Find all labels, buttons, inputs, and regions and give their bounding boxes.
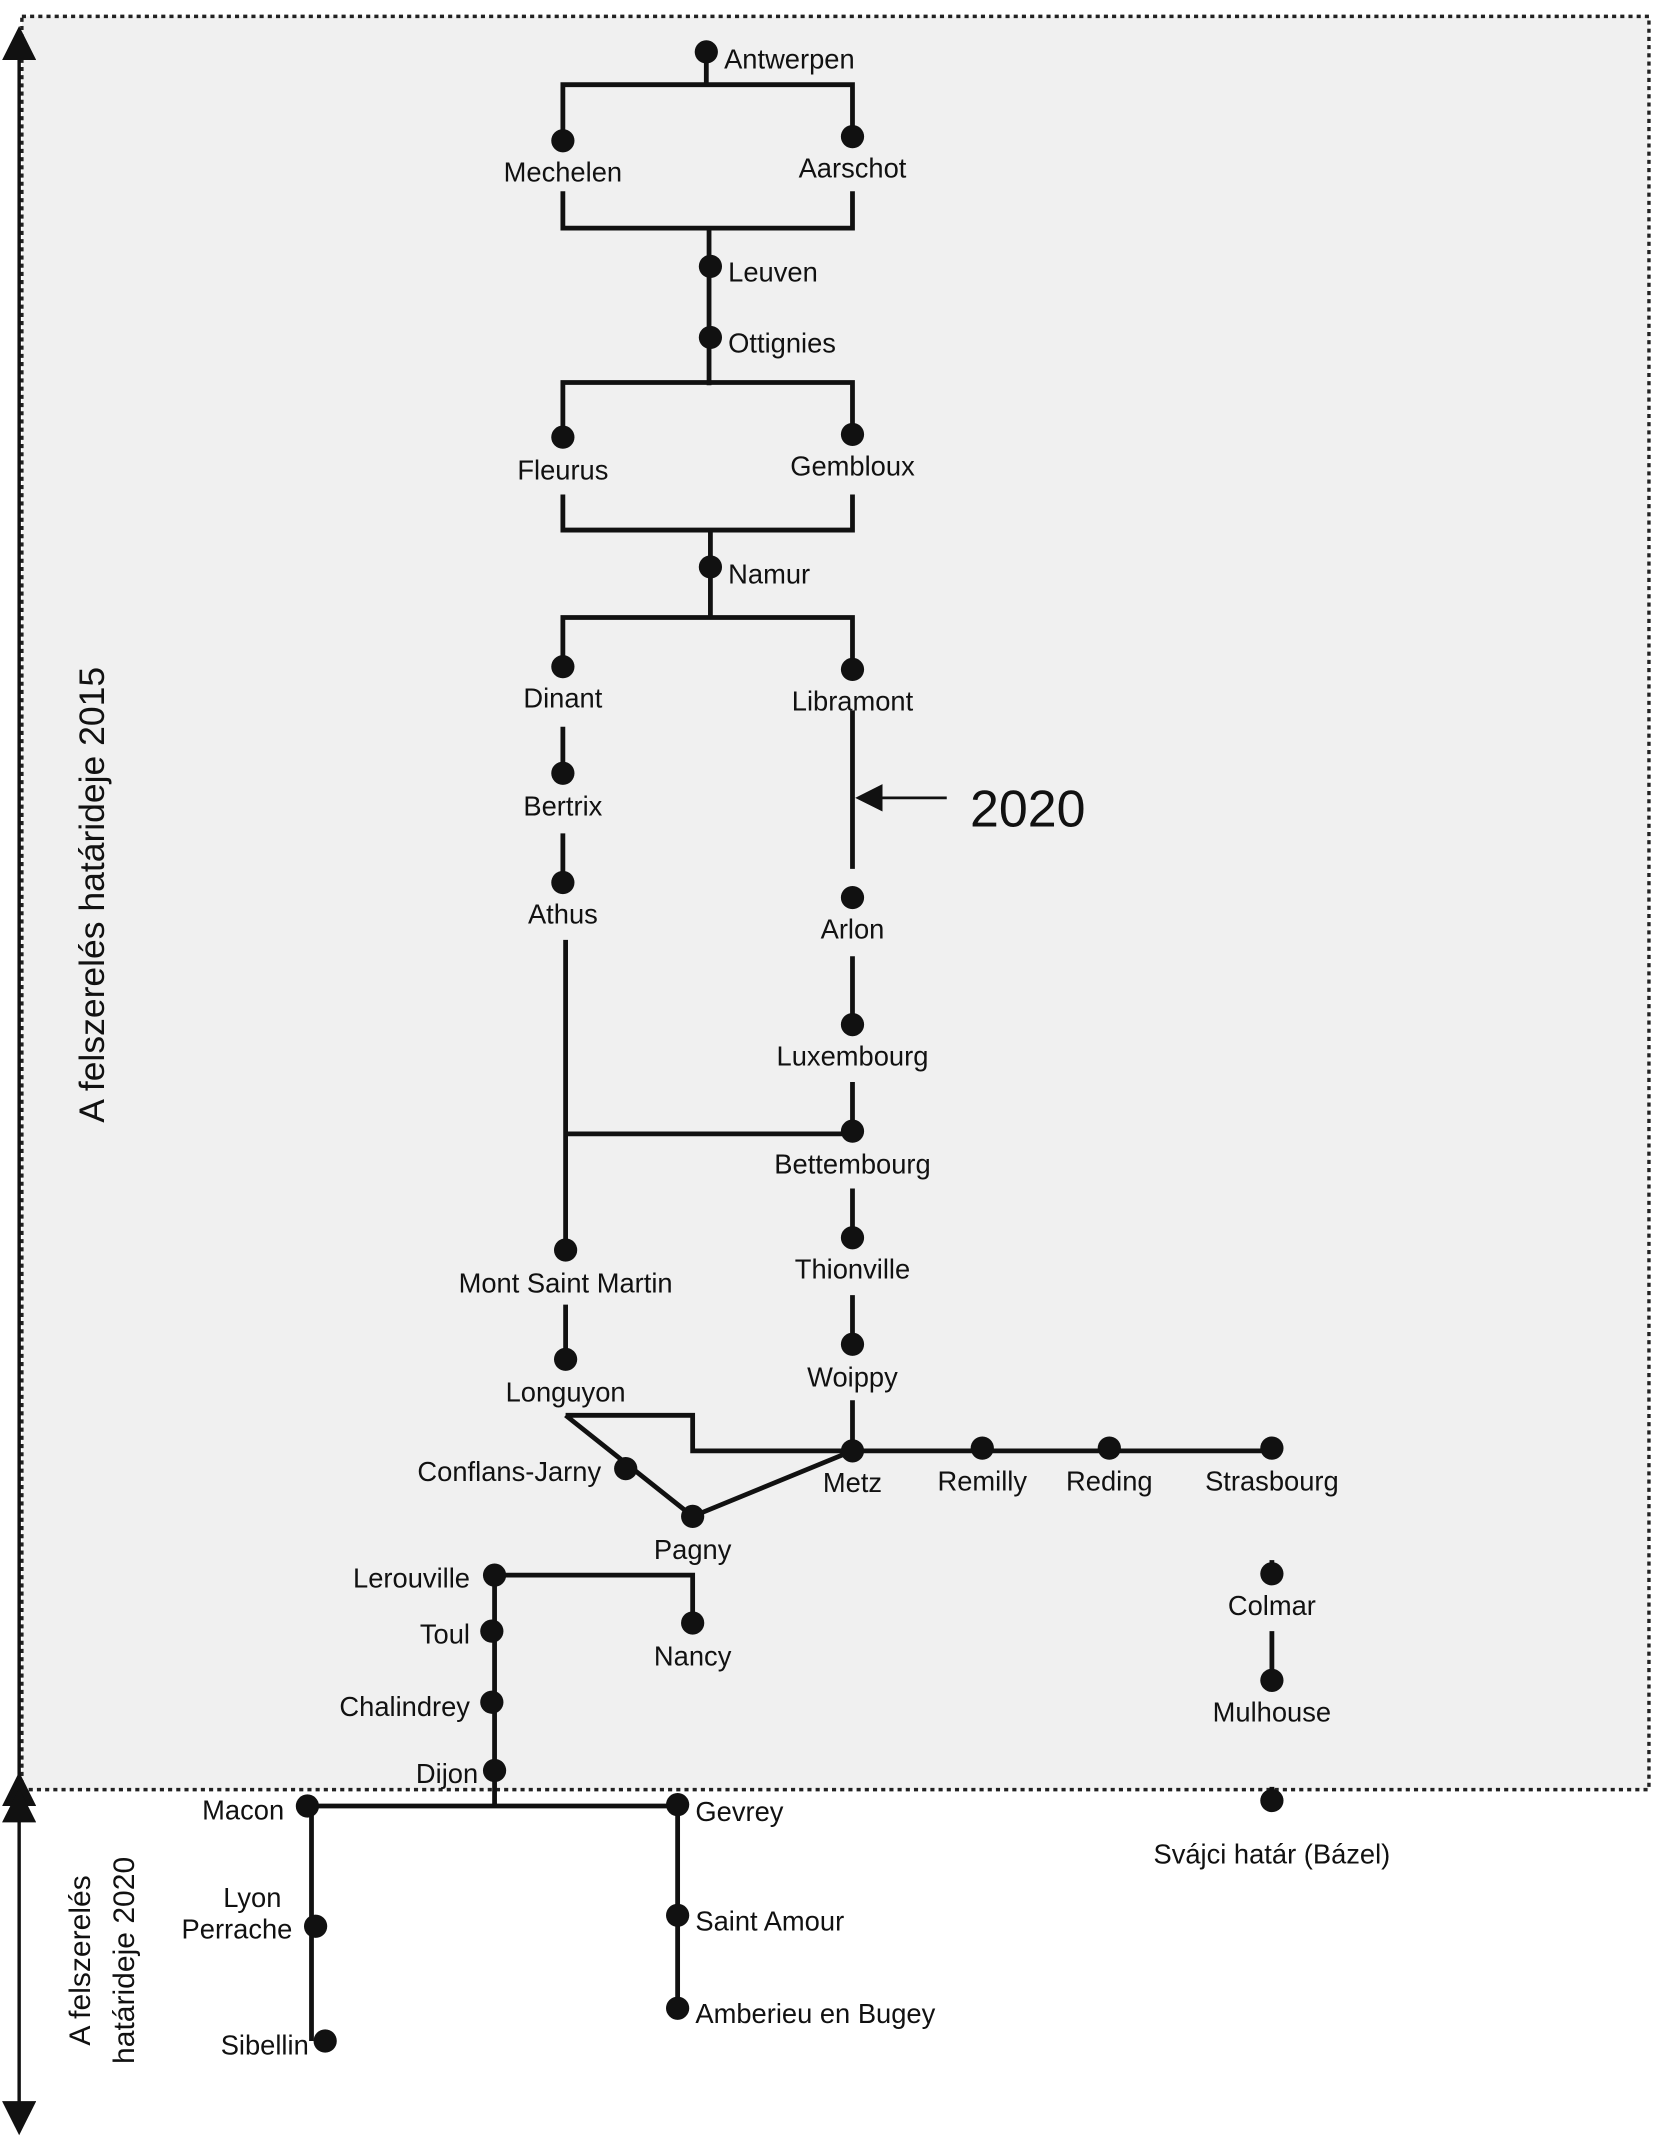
station-dot — [840, 885, 865, 910]
station-dot — [482, 1563, 507, 1587]
station-label: Aarschot — [799, 153, 907, 184]
station-label: Amberieu en Bugey — [695, 1998, 935, 2029]
station-label: Mulhouse — [1213, 1696, 1331, 1727]
zone-2015 — [20, 14, 1651, 1792]
station-dot — [1260, 1436, 1284, 1460]
left-label: A felszerelés — [64, 1875, 97, 2045]
station-dot — [840, 1332, 865, 1356]
station-label: Lyon — [223, 1882, 281, 1913]
annotation: 2020 — [970, 781, 1085, 839]
station-label: Ottignies — [728, 327, 836, 358]
station-dot — [970, 1436, 994, 1460]
station-label: Perrache — [182, 1914, 293, 1945]
station-label: Mechelen — [504, 157, 622, 188]
station-label: Toul — [420, 1618, 470, 1649]
station-label: Reding — [1066, 1465, 1153, 1496]
station-dot — [840, 657, 865, 682]
left-label: A felszerelés határideje 2015 — [72, 667, 112, 1123]
station-label: Lerouville — [353, 1562, 470, 1593]
station-dot — [482, 1758, 507, 1783]
station-label: Bettembourg — [774, 1149, 930, 1180]
station-label: Thionville — [795, 1254, 910, 1285]
station-label: Bertrix — [523, 791, 602, 822]
station-dot — [480, 1690, 504, 1714]
station-dot — [614, 1456, 638, 1481]
station-dot — [551, 129, 575, 153]
station-label: Namur — [728, 558, 810, 589]
station-label: Luxembourg — [777, 1041, 929, 1072]
station-dot — [551, 870, 575, 895]
station-label: Mont Saint Martin — [459, 1267, 673, 1298]
station-dot — [553, 1347, 578, 1371]
station-label: Dijon — [416, 1758, 478, 1789]
station-label: Longuyon — [506, 1377, 626, 1408]
station-label: Dinant — [523, 683, 602, 714]
station-label: Conflans-Jarny — [417, 1456, 601, 1487]
station-label: Arlon — [821, 914, 885, 945]
station-label: Gembloux — [790, 450, 915, 481]
station-dot — [313, 2029, 337, 2053]
station-dot — [840, 1439, 865, 1463]
station-dot — [840, 1226, 865, 1250]
station-dot — [666, 1996, 690, 2020]
station-dot — [553, 1238, 578, 1262]
station-label: Remilly — [938, 1465, 1028, 1496]
station-label: Metz — [823, 1467, 882, 1498]
station-dot — [681, 1504, 705, 1529]
station-label: Libramont — [792, 685, 914, 716]
station-dot — [551, 761, 575, 785]
station-label: Saint Amour — [695, 1905, 844, 1936]
station-label: Sibellin — [221, 2030, 309, 2061]
station-label: Woippy — [807, 1362, 898, 1393]
station-dot — [698, 325, 723, 350]
station-dot — [480, 1619, 504, 1643]
station-dot — [295, 1794, 320, 1818]
station-label: Fleurus — [517, 455, 608, 486]
station-label: Antwerpen — [724, 43, 855, 74]
left-label: határideje 2020 — [108, 1857, 141, 2064]
station-dot — [666, 1793, 690, 1817]
station-dot — [666, 1903, 690, 1927]
station-label: Chalindrey — [339, 1691, 470, 1722]
station-label: Colmar — [1228, 1590, 1316, 1621]
station-label: Macon — [202, 1795, 284, 1826]
station-dot — [551, 655, 575, 679]
station-label: Gevrey — [695, 1796, 783, 1827]
station-dot — [840, 422, 865, 447]
station-dot — [698, 555, 723, 579]
station-label: Pagny — [654, 1534, 732, 1565]
station-label: Athus — [528, 899, 598, 930]
station-label: Leuven — [728, 256, 818, 287]
station-dot — [1260, 1668, 1284, 1692]
station-dot — [551, 425, 575, 449]
station-label: Nancy — [654, 1640, 732, 1671]
station-dot — [840, 1119, 865, 1143]
station-label: Svájci határ (Bázel) — [1153, 1838, 1390, 1869]
station-label: Strasbourg — [1205, 1465, 1339, 1496]
station-dot — [681, 1611, 705, 1635]
station-dot — [840, 125, 865, 149]
station-dot — [840, 1012, 865, 1037]
station-dot — [698, 254, 723, 279]
station-dot — [1097, 1436, 1121, 1460]
station-dot — [1260, 1788, 1284, 1813]
station-dot — [1260, 1562, 1284, 1586]
station-dot — [303, 1914, 328, 1938]
station-dot — [694, 40, 718, 64]
